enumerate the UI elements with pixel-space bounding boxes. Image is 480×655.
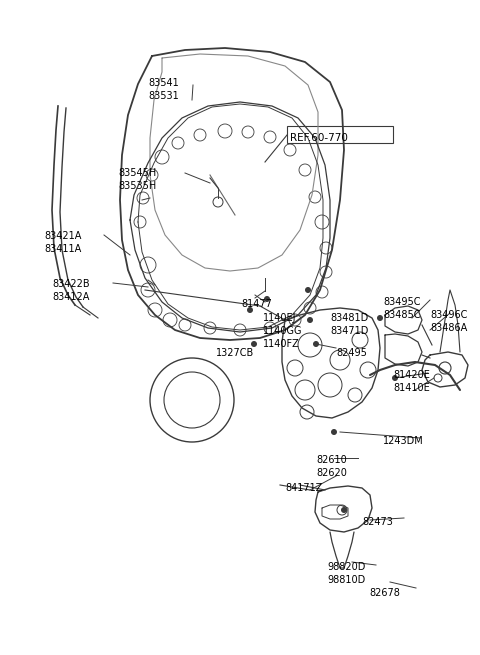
Text: 83545H: 83545H (118, 168, 156, 178)
Text: 1140GG: 1140GG (263, 326, 302, 336)
Text: 84171Z: 84171Z (285, 483, 323, 493)
Circle shape (251, 341, 257, 347)
Text: 83485C: 83485C (383, 310, 420, 320)
Text: 82678: 82678 (369, 588, 400, 598)
Text: 83531: 83531 (148, 91, 179, 101)
Text: 81410E: 81410E (393, 383, 430, 393)
Text: 98810D: 98810D (327, 575, 365, 585)
Circle shape (377, 315, 383, 321)
Text: 83411A: 83411A (44, 244, 81, 254)
Text: 83421A: 83421A (44, 231, 82, 241)
Text: 82620: 82620 (316, 468, 347, 478)
Text: 83495C: 83495C (383, 297, 420, 307)
Circle shape (313, 341, 319, 347)
Text: 83535H: 83535H (118, 181, 156, 191)
Text: 83541: 83541 (148, 78, 179, 88)
Circle shape (247, 307, 253, 313)
Text: 83422B: 83422B (52, 279, 90, 289)
Text: 83481D: 83481D (330, 313, 368, 323)
Circle shape (307, 317, 313, 323)
Text: 82610: 82610 (316, 455, 347, 465)
Circle shape (341, 507, 347, 513)
Circle shape (392, 375, 398, 381)
Text: 1327CB: 1327CB (216, 348, 254, 358)
Text: 1243DM: 1243DM (383, 436, 424, 446)
Text: REF.60-770: REF.60-770 (290, 133, 348, 143)
Text: 81477: 81477 (241, 299, 272, 309)
Text: 83486A: 83486A (430, 323, 467, 333)
Text: 83412A: 83412A (52, 292, 89, 302)
Text: 83471D: 83471D (330, 326, 368, 336)
Circle shape (264, 296, 270, 302)
Text: 82473: 82473 (362, 517, 393, 527)
Text: 82495: 82495 (336, 348, 367, 358)
Text: 81420E: 81420E (393, 370, 430, 380)
Text: 98820D: 98820D (327, 562, 365, 572)
Text: 83496C: 83496C (430, 310, 468, 320)
Text: 1140FZ: 1140FZ (263, 339, 300, 349)
Circle shape (305, 287, 311, 293)
Bar (287, 126, 393, 143)
Circle shape (331, 429, 337, 435)
Text: 1140EJ: 1140EJ (263, 313, 297, 323)
